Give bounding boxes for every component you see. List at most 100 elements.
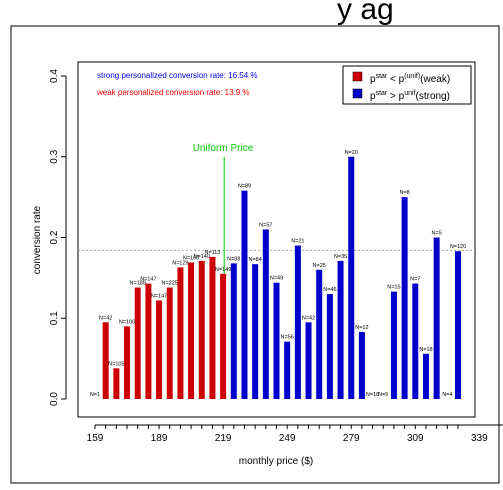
bar-weak bbox=[209, 256, 216, 399]
x-tick-label: 339 bbox=[471, 433, 488, 444]
bar-count-label: N=20 bbox=[345, 150, 358, 156]
bar-strong bbox=[252, 264, 259, 399]
bar-weak bbox=[166, 287, 173, 399]
bar-count-label: N=35 bbox=[334, 254, 347, 260]
bar-labels: N=1N=42N=105N=100N=188N=147N=147N=225N=1… bbox=[90, 150, 466, 398]
bar-count-label: N=7 bbox=[410, 277, 420, 283]
bar-count-label: N=147 bbox=[151, 293, 167, 299]
y-axis-title: conversion rate bbox=[32, 205, 43, 274]
bar-strong bbox=[358, 331, 365, 399]
bar-count-label: N=84 bbox=[248, 257, 261, 263]
bar-strong bbox=[273, 282, 280, 399]
legend-swatch-weak bbox=[352, 71, 363, 82]
bar-weak bbox=[156, 300, 163, 399]
uniform-price-label: Uniform Price bbox=[193, 143, 254, 154]
bar-weak bbox=[124, 326, 131, 399]
y-tick-label: 0.2 bbox=[49, 230, 60, 244]
bar-count-label: N=160 bbox=[183, 256, 199, 262]
x-axis-title: monthly price ($) bbox=[239, 456, 313, 467]
bar-strong bbox=[230, 263, 237, 399]
bar-count-label: N=42 bbox=[302, 315, 315, 321]
bar-count-label: N=21 bbox=[291, 239, 304, 245]
bar-strong bbox=[390, 291, 397, 399]
bar-count-label: N=8 bbox=[399, 190, 409, 196]
legend: pstar < p(unif)(weak) pstar > punif(stro… bbox=[342, 65, 472, 105]
chart-title-partial: y ag bbox=[337, 0, 394, 26]
bar-count-label: N=105 bbox=[108, 361, 124, 367]
bar-count-label: N=129 bbox=[172, 260, 188, 266]
bar-strong bbox=[433, 237, 440, 399]
x-tick-label: 309 bbox=[407, 433, 424, 444]
outer-border bbox=[10, 25, 500, 484]
strong-rate-annotation: strong personalized conversion rate: 16.… bbox=[97, 71, 258, 80]
bar-count-label: N=25 bbox=[313, 263, 326, 269]
bar-strong bbox=[337, 260, 344, 399]
bar-strong bbox=[241, 190, 248, 399]
bar-weak bbox=[113, 368, 120, 399]
bar-strong bbox=[422, 353, 429, 399]
bar-strong bbox=[316, 269, 323, 399]
bar-count-label: N=49 bbox=[270, 276, 283, 282]
bar-count-label: N=18 bbox=[366, 392, 379, 398]
x-tick-label: 279 bbox=[343, 433, 360, 444]
x-tick-label: 189 bbox=[151, 433, 168, 444]
legend-weak-label: (weak) bbox=[420, 74, 450, 85]
bar-strong bbox=[262, 229, 269, 399]
y-tick-label: 0.4 bbox=[49, 69, 60, 83]
bar-count-label: N=89 bbox=[238, 184, 251, 190]
bar-strong bbox=[305, 322, 312, 399]
bar-strong bbox=[294, 245, 301, 399]
bar-strong bbox=[401, 197, 408, 399]
bar-weak bbox=[145, 283, 152, 399]
plot-area bbox=[77, 61, 476, 418]
legend-strong-formula: pstar > punif(strong) bbox=[370, 90, 450, 102]
bar-weak bbox=[177, 267, 184, 399]
x-axis: 159189219249279309339369399429459489 bbox=[87, 424, 503, 444]
bar-weak bbox=[198, 260, 205, 399]
bar-count-label: N=4 bbox=[442, 392, 452, 398]
bar-count-label: N=56 bbox=[281, 335, 294, 341]
bar-weak bbox=[188, 262, 195, 399]
bar-count-label: N=225 bbox=[162, 281, 178, 287]
bar-count-label: N=113 bbox=[204, 250, 220, 256]
bar-count-label: N=1 bbox=[90, 392, 100, 398]
bar-count-label: N=149 bbox=[215, 267, 231, 273]
bar-count-label: N=88 bbox=[227, 256, 240, 262]
legend-box bbox=[342, 65, 472, 105]
bar-count-label: N=188 bbox=[130, 281, 146, 287]
bar-count-label: N=18 bbox=[419, 347, 432, 353]
x-tick-label: 159 bbox=[87, 433, 104, 444]
bar-weak bbox=[102, 322, 109, 399]
y-axis: 0.0 0.1 0.2 0.3 0.4 bbox=[49, 69, 67, 406]
bar-weak bbox=[220, 273, 227, 399]
bar-count-label: N=42 bbox=[99, 315, 112, 321]
bar-strong bbox=[326, 294, 333, 399]
bar-count-label: N=5 bbox=[378, 392, 388, 398]
bar-count-label: N=120 bbox=[450, 244, 466, 250]
bars bbox=[102, 156, 461, 399]
y-tick-label: 0.0 bbox=[49, 392, 60, 406]
x-tick-label: 249 bbox=[279, 433, 296, 444]
bar-count-label: N=12 bbox=[355, 325, 368, 331]
bar-count-label: N=5 bbox=[432, 231, 442, 237]
bar-strong bbox=[284, 341, 291, 399]
bar-count-label: N=15 bbox=[387, 285, 400, 291]
legend-weak-formula: pstar < p(unif)(weak) bbox=[370, 73, 450, 85]
x-tick-label: 219 bbox=[215, 433, 232, 444]
y-tick-label: 0.1 bbox=[49, 311, 60, 325]
bar-count-label: N=46 bbox=[323, 287, 336, 293]
bar-count-label: N=147 bbox=[140, 277, 156, 283]
bar-strong bbox=[412, 283, 419, 399]
legend-swatch-strong bbox=[352, 88, 363, 99]
weak-rate-annotation: weak personalized conversion rate: 13.9 … bbox=[96, 88, 250, 97]
bar-count-label: N=140 bbox=[194, 254, 210, 260]
bar-strong bbox=[348, 156, 355, 399]
y-tick-label: 0.3 bbox=[49, 149, 60, 163]
bar-count-label: N=100 bbox=[119, 319, 135, 325]
bar-count-label: N=57 bbox=[259, 222, 272, 228]
bar-weak bbox=[134, 287, 141, 399]
legend-strong-label: (strong) bbox=[416, 91, 450, 102]
bar-strong bbox=[455, 251, 461, 399]
